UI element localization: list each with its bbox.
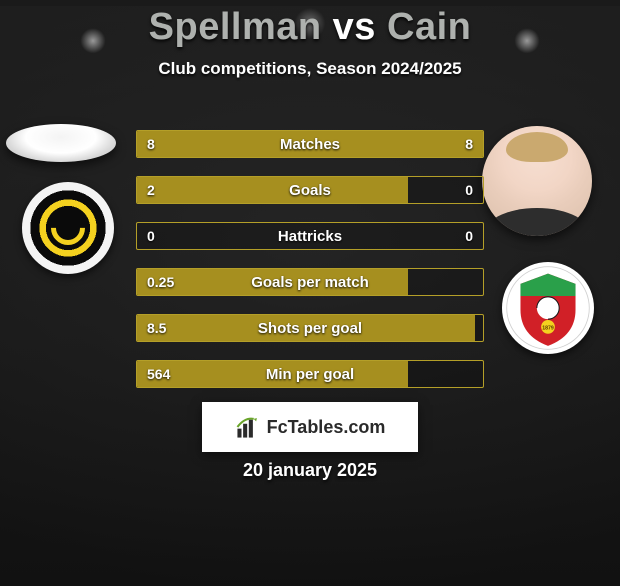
stat-value-left: 2 [137,177,165,203]
club-right-crest: 1879 [502,262,594,354]
stat-row: 564Min per goal [136,360,484,388]
stat-value-right: 8 [455,131,483,157]
stat-value-left: 0.25 [137,269,184,295]
fctables-logo-icon [235,414,261,440]
player-left-avatar [6,124,116,162]
stat-bar-left [137,315,475,341]
stat-value-left: 564 [137,361,180,387]
stat-value-left: 8.5 [137,315,176,341]
stat-value-left: 8 [137,131,165,157]
page-title: Spellman vs Cain [0,6,620,49]
date-label: 20 january 2025 [0,460,620,481]
club-right-shield-icon: 1879 [505,265,591,351]
watermark: FcTables.com [202,402,418,452]
watermark-text: FcTables.com [267,417,386,438]
subtitle: Club competitions, Season 2024/2025 [0,59,620,79]
club-left-ring-text [22,182,114,274]
stat-row: 0.25Goals per match [136,268,484,296]
stat-value-right: 0 [455,177,483,203]
stat-bar-left [137,177,408,203]
stat-label: Hattricks [137,223,483,249]
stat-row: 88Matches [136,130,484,158]
player-left-name: Spellman [149,6,322,48]
vs-separator: vs [333,6,376,48]
player-right-avatar [482,126,592,236]
stats-bars: 88Matches20Goals00Hattricks0.25Goals per… [136,130,484,406]
stat-row: 0 0Hattricks [136,222,484,250]
stat-row: 20Goals [136,176,484,204]
player-right-name: Cain [387,6,471,48]
club-left-crest [22,182,114,274]
stat-value-right: 0 [455,223,483,249]
stat-row: 8.5Shots per goal [136,314,484,342]
comparison-card: Spellman vs Cain Club competitions, Seas… [0,6,620,586]
svg-text:1879: 1879 [542,326,554,332]
stat-value-left: 0 [137,223,165,249]
